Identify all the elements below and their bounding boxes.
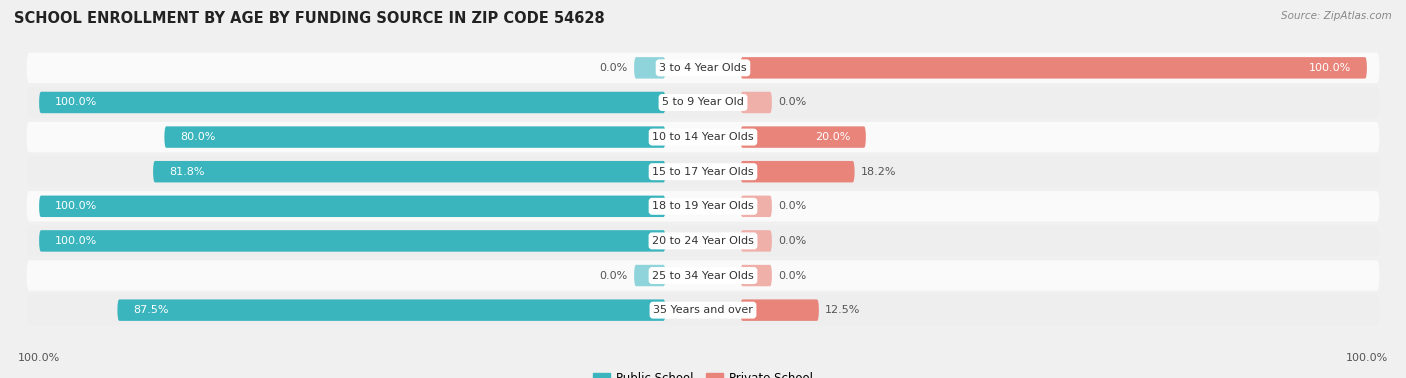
Text: 12.5%: 12.5% (825, 305, 860, 315)
Text: 100.0%: 100.0% (18, 353, 60, 363)
Text: SCHOOL ENROLLMENT BY AGE BY FUNDING SOURCE IN ZIP CODE 54628: SCHOOL ENROLLMENT BY AGE BY FUNDING SOUR… (14, 11, 605, 26)
FancyBboxPatch shape (741, 265, 772, 286)
Text: 18.2%: 18.2% (860, 167, 897, 177)
FancyBboxPatch shape (27, 226, 1379, 256)
FancyBboxPatch shape (117, 299, 665, 321)
FancyBboxPatch shape (27, 87, 1379, 118)
Text: 100.0%: 100.0% (55, 98, 97, 107)
FancyBboxPatch shape (27, 53, 1379, 83)
FancyBboxPatch shape (741, 92, 772, 113)
FancyBboxPatch shape (27, 260, 1379, 291)
FancyBboxPatch shape (741, 161, 855, 183)
Text: 100.0%: 100.0% (1346, 353, 1388, 363)
Text: Source: ZipAtlas.com: Source: ZipAtlas.com (1281, 11, 1392, 21)
Text: 0.0%: 0.0% (778, 201, 807, 211)
Text: 35 Years and over: 35 Years and over (652, 305, 754, 315)
Text: 20 to 24 Year Olds: 20 to 24 Year Olds (652, 236, 754, 246)
FancyBboxPatch shape (165, 126, 665, 148)
Text: 80.0%: 80.0% (180, 132, 215, 142)
Text: 25 to 34 Year Olds: 25 to 34 Year Olds (652, 271, 754, 280)
FancyBboxPatch shape (741, 126, 866, 148)
Text: 20.0%: 20.0% (815, 132, 851, 142)
FancyBboxPatch shape (741, 57, 1367, 79)
Text: 100.0%: 100.0% (55, 201, 97, 211)
FancyBboxPatch shape (153, 161, 665, 183)
FancyBboxPatch shape (741, 230, 772, 252)
Text: 3 to 4 Year Olds: 3 to 4 Year Olds (659, 63, 747, 73)
Text: 0.0%: 0.0% (778, 271, 807, 280)
FancyBboxPatch shape (39, 230, 665, 252)
FancyBboxPatch shape (634, 57, 665, 79)
FancyBboxPatch shape (39, 92, 665, 113)
Text: 0.0%: 0.0% (599, 271, 628, 280)
Text: 81.8%: 81.8% (169, 167, 204, 177)
Legend: Public School, Private School: Public School, Private School (588, 367, 818, 378)
FancyBboxPatch shape (27, 191, 1379, 222)
Text: 0.0%: 0.0% (599, 63, 628, 73)
Text: 15 to 17 Year Olds: 15 to 17 Year Olds (652, 167, 754, 177)
Text: 100.0%: 100.0% (1309, 63, 1351, 73)
Text: 100.0%: 100.0% (55, 236, 97, 246)
FancyBboxPatch shape (39, 195, 665, 217)
FancyBboxPatch shape (741, 195, 772, 217)
FancyBboxPatch shape (27, 295, 1379, 325)
FancyBboxPatch shape (634, 265, 665, 286)
Text: 5 to 9 Year Old: 5 to 9 Year Old (662, 98, 744, 107)
Text: 0.0%: 0.0% (778, 236, 807, 246)
Text: 18 to 19 Year Olds: 18 to 19 Year Olds (652, 201, 754, 211)
Text: 10 to 14 Year Olds: 10 to 14 Year Olds (652, 132, 754, 142)
FancyBboxPatch shape (741, 299, 818, 321)
Text: 0.0%: 0.0% (778, 98, 807, 107)
Text: 87.5%: 87.5% (134, 305, 169, 315)
FancyBboxPatch shape (27, 156, 1379, 187)
FancyBboxPatch shape (27, 122, 1379, 152)
